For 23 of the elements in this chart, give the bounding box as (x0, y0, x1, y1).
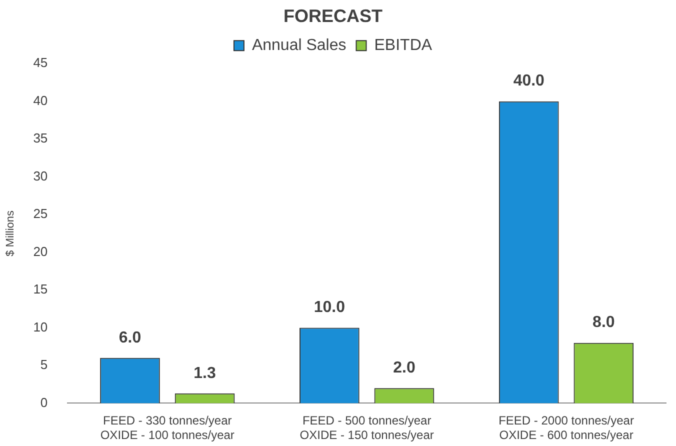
y-axis-title: $ Millions (4, 210, 17, 256)
y-tick-label: 20 (33, 244, 48, 259)
data-label: 8.0 (592, 314, 615, 332)
y-tick-label: 45 (33, 55, 48, 70)
y-tick-label: 10 (33, 319, 48, 334)
chart-title: FORECAST (284, 6, 383, 26)
data-label: 40.0 (513, 72, 545, 90)
legend-label: Annual Sales (252, 37, 346, 54)
legend-label: EBITDA (374, 37, 432, 54)
y-tick-label: 5 (40, 357, 48, 372)
y-tick-label: 25 (33, 206, 48, 222)
data-label: 6.0 (118, 329, 142, 346)
y-tick-label: 40 (33, 92, 48, 108)
data-label: 10.0 (314, 299, 346, 316)
y-tick-label: 0 (40, 394, 48, 410)
x-tick-label: FEED - 330 tonnes/year OXIDE - 100 tonnes/year (100, 414, 234, 442)
y-tick-label: 35 (33, 130, 48, 146)
y-tick-label: 30 (33, 168, 48, 184)
data-label: 2.0 (393, 360, 416, 377)
x-tick-label: FEED - 2000 tonnes/year OXIDE - 600 tonnes/year (498, 414, 634, 442)
y-tick-label: 15 (33, 282, 48, 297)
x-tick-label: FEED - 500 tonnes/year OXIDE - 150 tonnes/year (300, 414, 434, 442)
data-label: 1.3 (194, 364, 216, 382)
